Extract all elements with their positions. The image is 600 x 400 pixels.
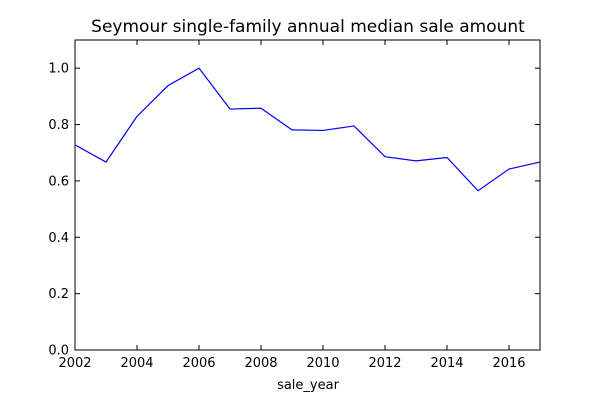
y-tick-label: 0.2 [48,287,69,302]
y-tick-label: 1.0 [48,62,69,77]
x-tick-label: 2008 [244,356,277,371]
x-tick-label: 2010 [306,356,339,371]
y-tick-label: 0.4 [48,231,69,246]
chart-title: Seymour single-family annual median sale… [91,17,525,37]
y-tick-label: 0.0 [48,344,69,359]
x-tick-label: 2004 [120,356,153,371]
x-tick-label: 2014 [430,356,463,371]
y-tick-label: 0.8 [48,118,69,133]
x-tick-label: 2012 [368,356,401,371]
x-tick-label: 2002 [58,356,91,371]
series-line-0 [74,67,541,192]
x-tick-label: 2006 [182,356,215,371]
plot-area: 2002 2004 2006 2008 2010 2012 2014 2016 0.0 0.2 0.… [48,39,541,371]
y-tick-label: 0.6 [48,174,69,189]
x-axis-label: sale_year [277,378,340,393]
x-tick-label: 2016 [492,356,525,371]
plot-frame [74,39,541,351]
